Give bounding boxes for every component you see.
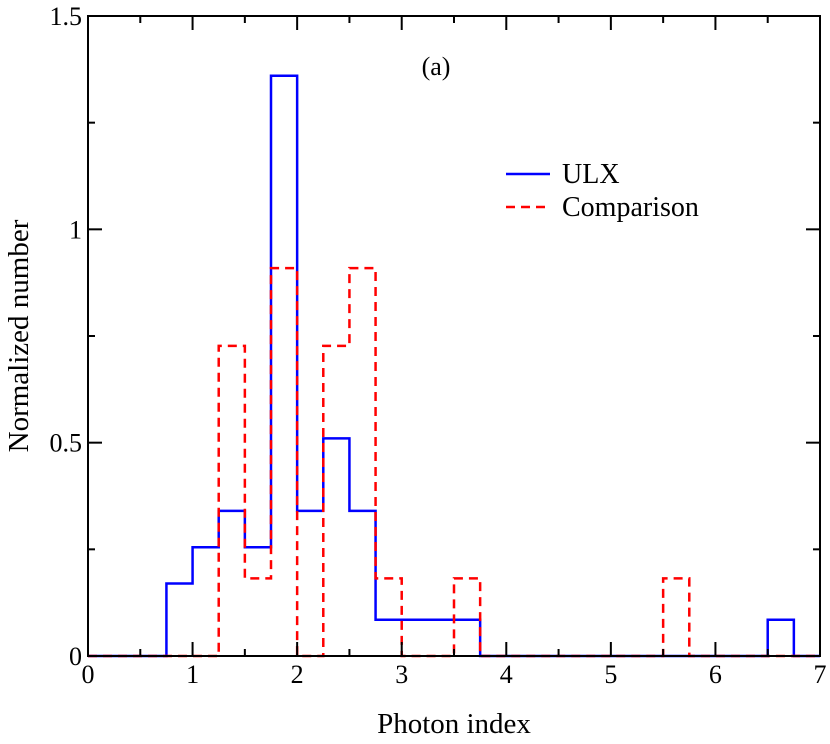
legend-label-comparison: Comparison xyxy=(562,192,699,223)
panel-annotation: (a) xyxy=(422,52,451,81)
x-tick-label: 3 xyxy=(395,660,408,689)
legend: ULX Comparison xyxy=(506,159,699,223)
series-layer xyxy=(88,74,820,658)
x-axis-title: Photon index xyxy=(377,708,531,740)
x-tick-label: 6 xyxy=(709,660,722,689)
y-tick-label: 1.5 xyxy=(50,2,83,31)
y-tick-label: 0.5 xyxy=(50,429,83,458)
x-tick-label: 4 xyxy=(500,660,513,689)
y-axis-title: Normalized number xyxy=(3,219,35,452)
ticks-layer xyxy=(87,15,821,657)
x-tick-label: 1 xyxy=(186,660,199,689)
y-tick-label: 0 xyxy=(69,642,82,671)
x-tick-label: 7 xyxy=(814,660,827,689)
series-line-comparison xyxy=(88,266,820,658)
x-tick-label: 2 xyxy=(291,660,304,689)
y-tick-label: 1 xyxy=(69,215,82,244)
plot-frame xyxy=(87,15,821,657)
tick-labels-layer: 0 1 2 3 4 5 6 7 0 0.5 1 1.5 xyxy=(50,2,827,689)
legend-label-ulx: ULX xyxy=(562,159,620,190)
series-line-ulx xyxy=(88,74,820,658)
x-tick-label: 5 xyxy=(604,660,617,689)
x-tick-label: 0 xyxy=(82,660,95,689)
